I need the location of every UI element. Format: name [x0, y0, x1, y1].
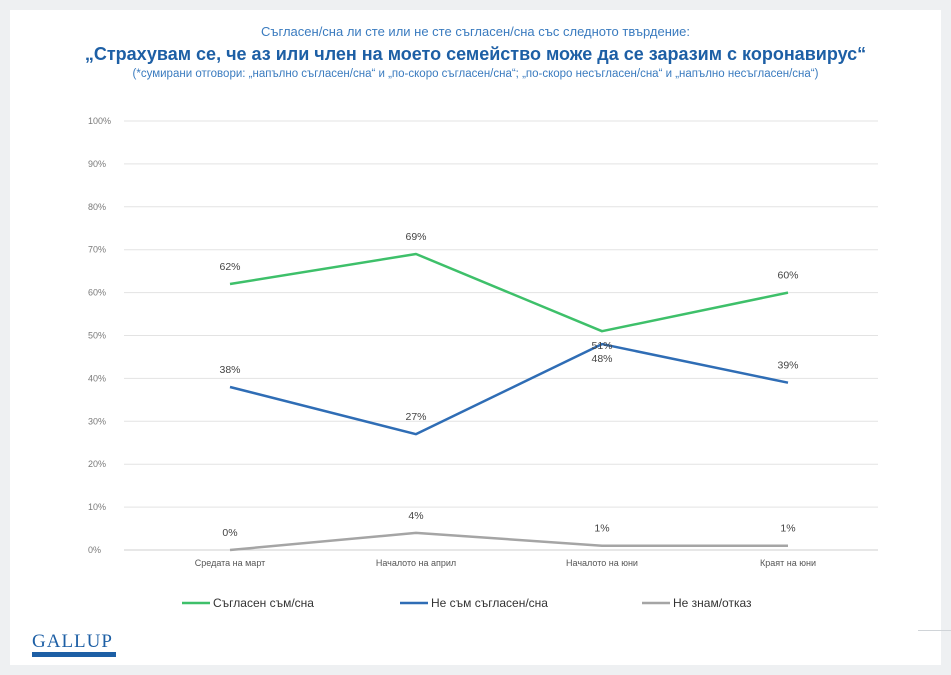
data-label: 62%: [219, 261, 240, 273]
legend: Съгласен съм/сна Не съм съгласен/сна Не зн…: [182, 596, 752, 610]
data-label: 1%: [594, 523, 609, 535]
y-tick-label: 10%: [88, 502, 106, 512]
gridlines: [124, 120, 878, 551]
data-label: 39%: [777, 360, 798, 372]
x-tick-label: Началото на юни: [566, 558, 638, 568]
line-chart: 0% 10% 20% 30% 40% 50% 60% 70% 80% 90% 100% Средат…: [88, 116, 878, 610]
chart-card: Съгласен/сна ли сте или не сте съгласен/…: [10, 10, 951, 665]
chart-header: Съгласен/сна ли сте или не сте съгласен/…: [10, 24, 941, 82]
chart-subtitle: (*сумирани отговори: „напълно съгласен/с…: [132, 68, 819, 80]
legend-label: Съгласен съм/сна: [213, 596, 314, 610]
data-label: 60%: [777, 270, 798, 282]
series-line: [229, 531, 788, 552]
data-label: 27%: [405, 411, 426, 423]
x-axis: Средата на март Началото на април Началото…: [195, 558, 816, 568]
x-tick-label: Началото на април: [376, 558, 456, 568]
data-labels: 62% 69% 51% 60% 38% 27% 48% 39% 0% 4% 1% 1%: [219, 231, 798, 539]
y-tick-label: 0%: [88, 545, 101, 555]
series-lines: [229, 252, 789, 552]
y-tick-label: 100%: [88, 116, 111, 126]
y-axis: 0% 10% 20% 30% 40% 50% 60% 70% 80% 90% 100%: [88, 116, 111, 555]
y-tick-label: 80%: [88, 202, 106, 212]
y-tick-label: 90%: [88, 159, 106, 169]
y-tick-label: 70%: [88, 245, 106, 255]
data-label: 4%: [408, 510, 423, 522]
data-label: 51%: [591, 340, 612, 352]
divider: [918, 630, 951, 631]
y-tick-label: 30%: [88, 416, 106, 426]
data-label: 69%: [405, 231, 426, 243]
y-tick-label: 40%: [88, 373, 106, 383]
x-tick-label: Средата на март: [195, 558, 266, 568]
y-tick-label: 60%: [88, 288, 106, 298]
data-label: 38%: [219, 364, 240, 376]
y-tick-label: 20%: [88, 459, 106, 469]
chart-title: „Страхувам се, че аз или член на моето с…: [84, 44, 867, 64]
data-label: 0%: [222, 527, 237, 539]
legend-label: Не съм съгласен/сна: [431, 596, 548, 610]
y-tick-label: 50%: [88, 331, 106, 341]
gallup-logo: GALLUP: [32, 632, 116, 657]
series-line: [229, 252, 789, 333]
chart-question: Съгласен/сна ли сте или не сте съгласен/…: [261, 24, 690, 39]
data-label: 1%: [780, 523, 795, 535]
legend-label: Не знам/отказ: [673, 596, 752, 610]
series-line: [229, 342, 789, 436]
x-tick-label: Краят на юни: [760, 558, 816, 568]
data-label: 48%: [591, 353, 612, 365]
